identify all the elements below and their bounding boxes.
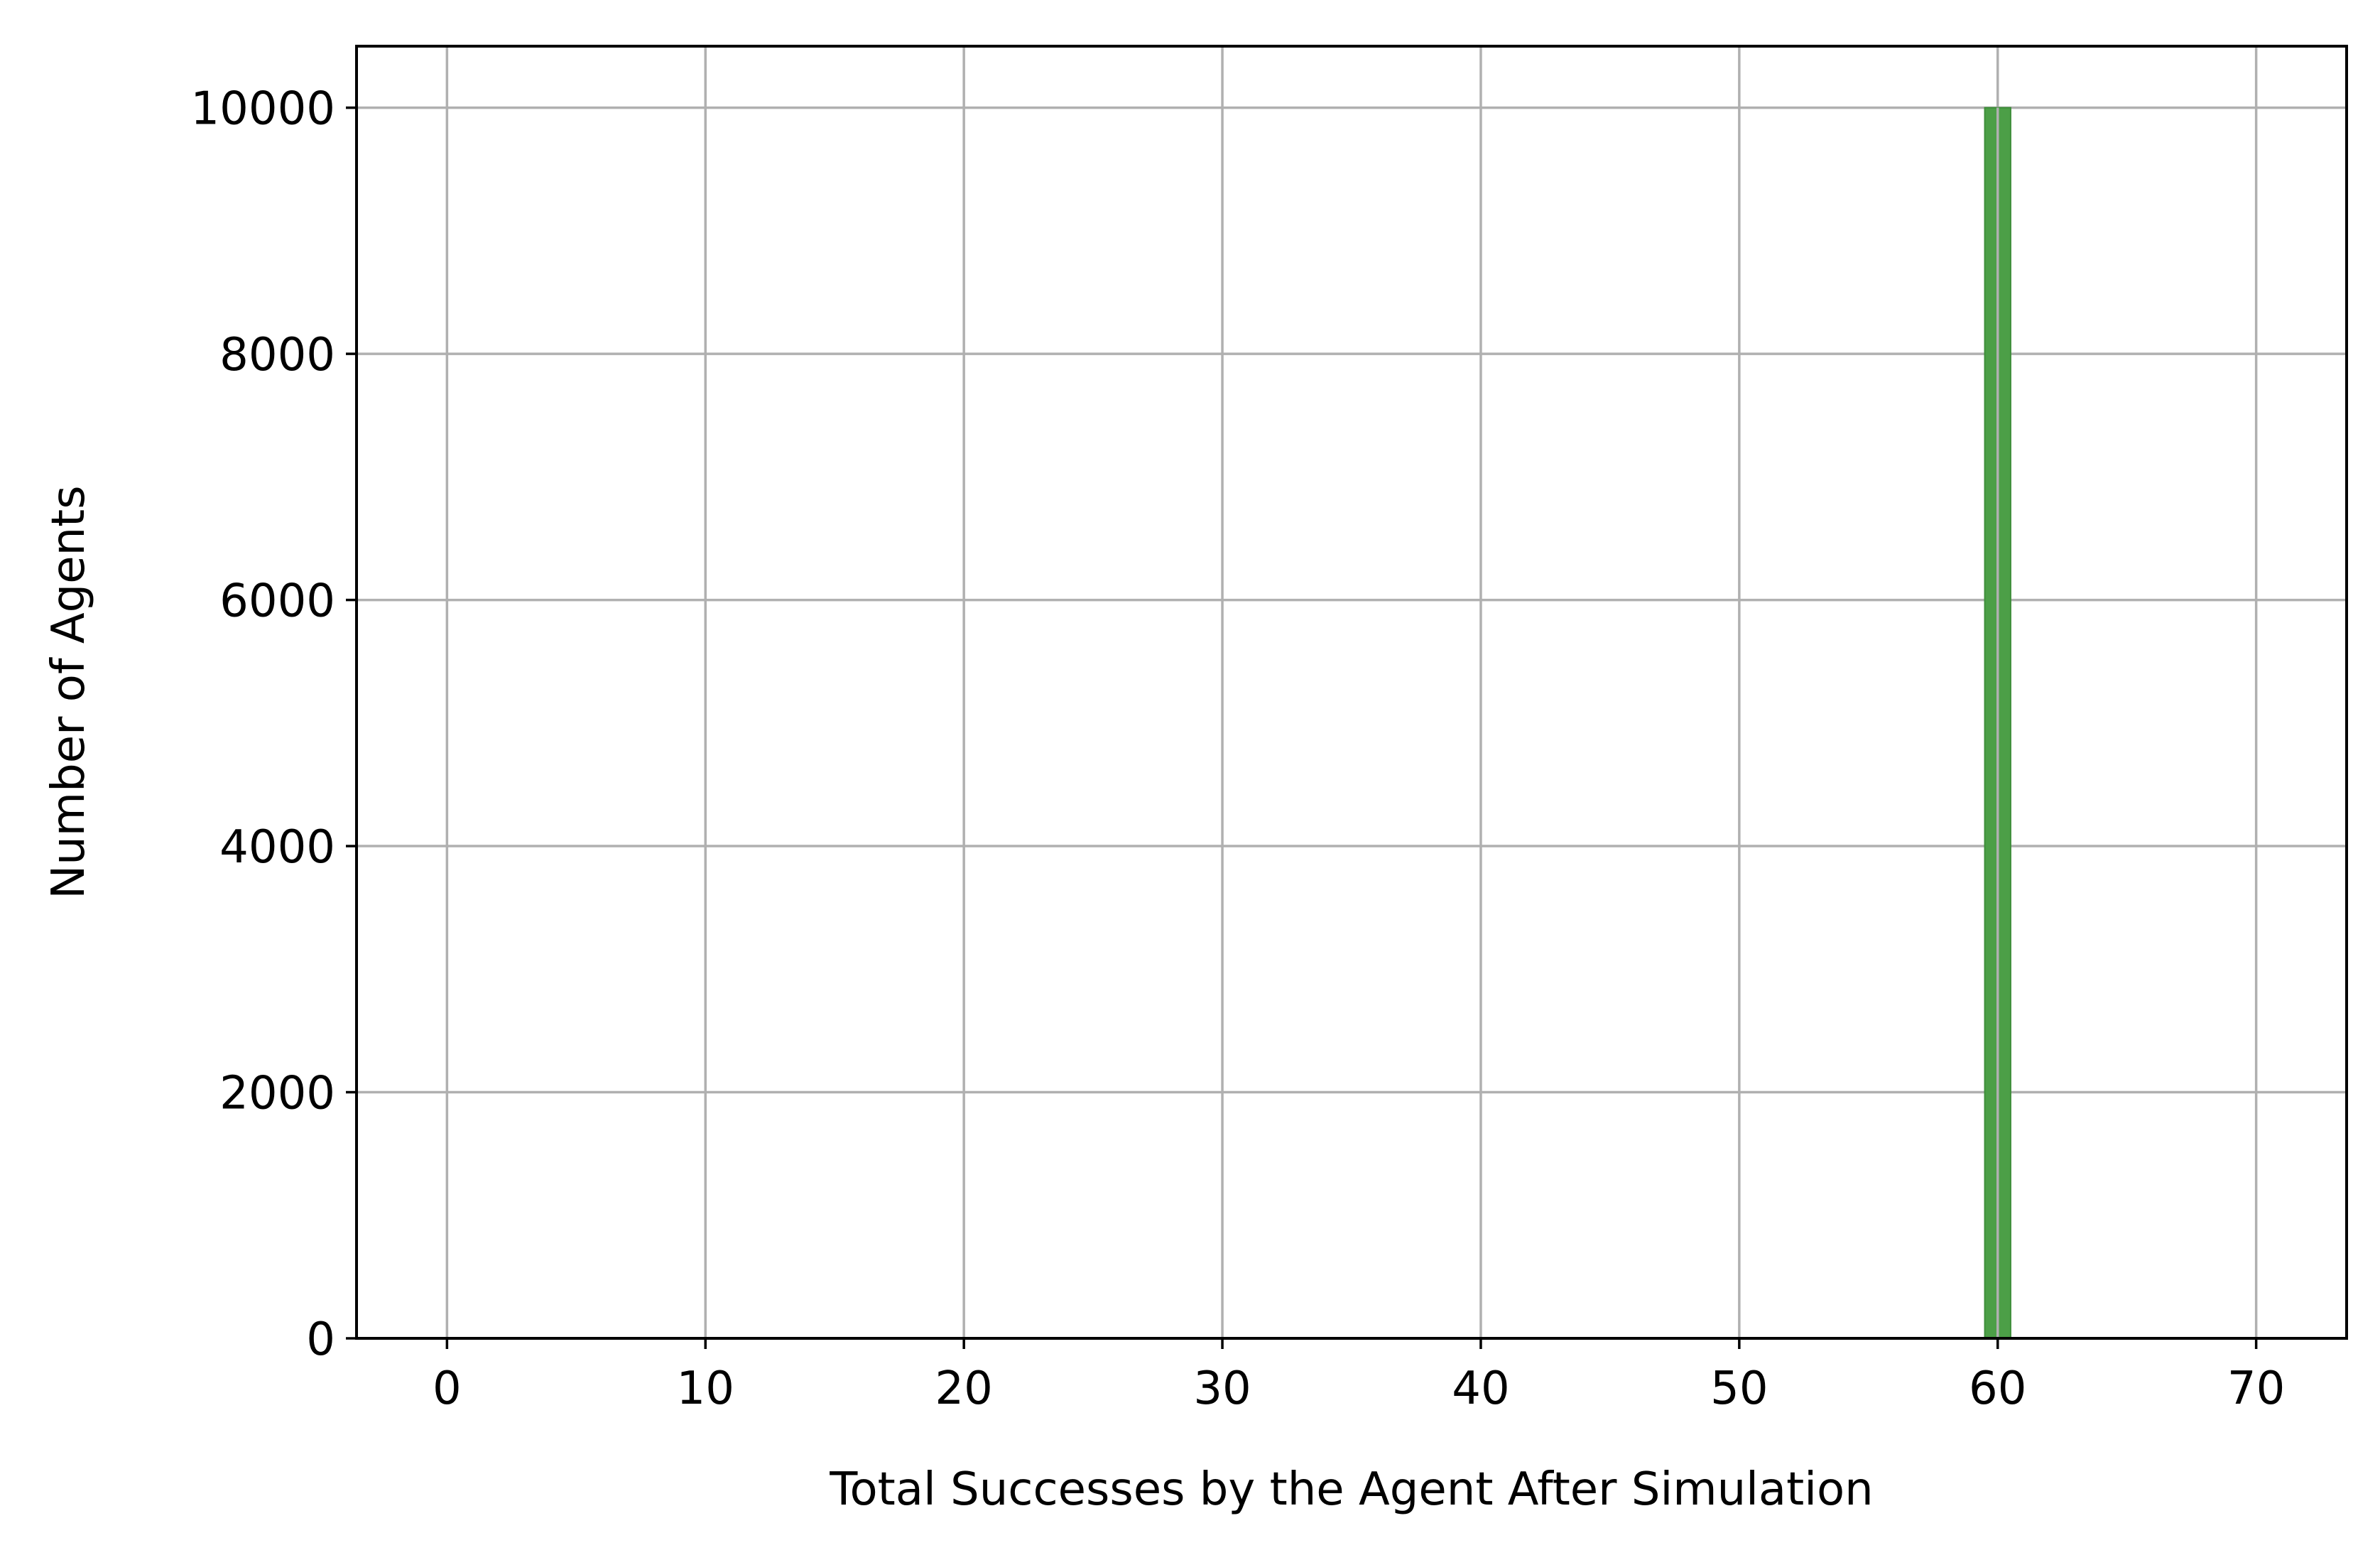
x-tick-labels: 0 10 20 30 40 50 60 70 (433, 1362, 2285, 1415)
y-axis-label: Number of Agents (43, 485, 95, 899)
y-tick-label: 8000 (219, 329, 335, 381)
x-tick-label: 40 (1452, 1362, 1509, 1415)
y-tick-labels: 0 2000 4000 6000 8000 10000 (190, 83, 335, 1366)
x-tick-label: 0 (433, 1362, 462, 1415)
bars (1984, 107, 2011, 1340)
y-tick-label: 2000 (219, 1068, 335, 1120)
y-tick-label: 6000 (219, 575, 335, 628)
axis-ticks (346, 106, 2258, 1349)
x-tick-label: 50 (1710, 1362, 1768, 1415)
x-tick-label: 10 (677, 1362, 734, 1415)
y-tick-label: 4000 (219, 821, 335, 874)
y-tick-label: 0 (306, 1313, 335, 1366)
x-tick-label: 70 (2227, 1362, 2285, 1415)
x-tick-label: 20 (935, 1362, 992, 1415)
x-tick-label: 30 (1193, 1362, 1251, 1415)
plot-area-frame (355, 45, 2348, 1340)
y-tick-label: 10000 (190, 83, 335, 136)
x-tick-label: 60 (1969, 1362, 2026, 1415)
x-axis-label: Total Successes by the Agent After Simul… (829, 1463, 1873, 1516)
